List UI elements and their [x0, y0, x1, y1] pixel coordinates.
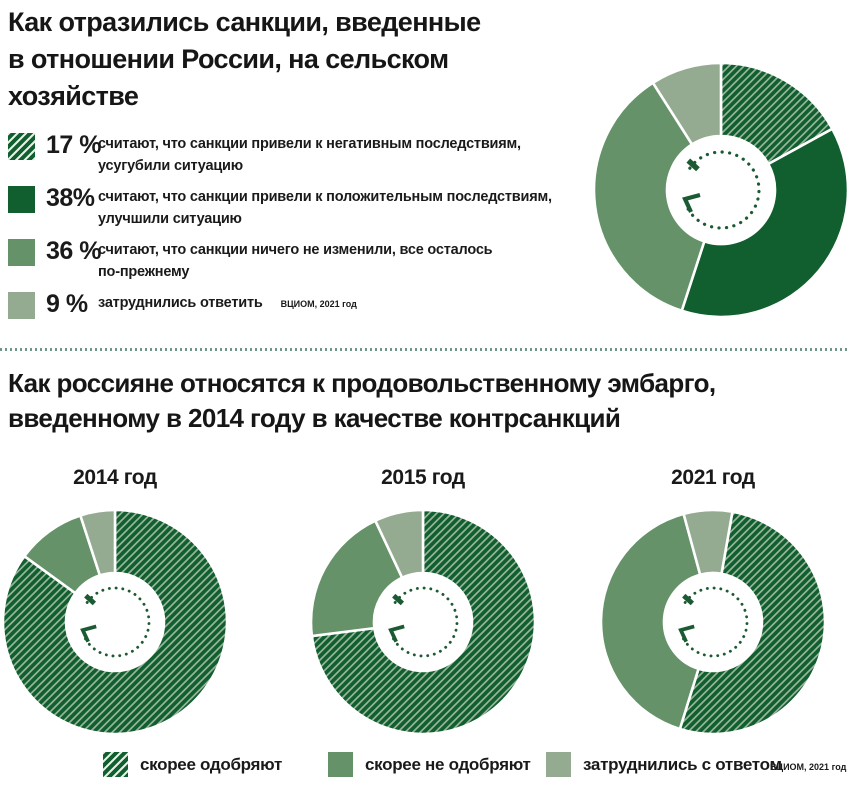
legend-item-no-change: 36 % считают, что санкции ничего не изме…: [8, 239, 593, 283]
donut-slice: [651, 61, 723, 146]
donut-slice: [680, 127, 850, 319]
legend-text-line: усугубили ситуацию: [98, 157, 243, 174]
legend-text-line: улучшили ситуацию: [98, 210, 242, 227]
dotted-divider: [0, 348, 850, 351]
donut-slice: [719, 61, 834, 166]
year-label-2021: 2021 год: [671, 466, 755, 489]
legend-swatch-dark-green: [8, 186, 35, 213]
donut-slice: [599, 512, 702, 731]
section1-legend: 17 % считают, что санкции привели к нега…: [8, 133, 593, 328]
legend-text-line: считают, что санкции привели к положител…: [98, 189, 552, 205]
rotate-arrow-icon: [80, 586, 151, 658]
title-line: в отношении России, на сельском: [8, 44, 449, 74]
legend-label: затруднились с ответом: [583, 754, 782, 774]
legend-swatch-light-green: [8, 292, 35, 319]
legend-item-negative: 17 % считают, что санкции привели к нега…: [8, 133, 593, 177]
donut-chart-2015: [309, 508, 537, 736]
source-label: ВЦИОМ, 2021 год: [770, 762, 847, 772]
rotate-arrow-icon: [388, 586, 459, 658]
donut-slice: [374, 508, 425, 579]
legend-swatch-medium-green: [8, 239, 35, 266]
legend-text-line: считают, что санкции ничего не изменили,…: [98, 242, 493, 258]
donut-slice: [592, 81, 706, 313]
legend-percent: 38%: [46, 184, 95, 212]
donut-slice: [309, 519, 404, 638]
legend-label: скорее не одобряют: [365, 754, 531, 774]
title-line: введенному в 2014 году в качестве контрс…: [8, 403, 621, 433]
donut-slice: [310, 508, 537, 736]
title-line: Как россияне относятся к продовольственн…: [8, 368, 716, 398]
donut-slice: [79, 508, 117, 577]
donut-slice: [682, 508, 734, 577]
donut-slice: [1, 508, 229, 736]
donut-chart-sanctions-effect: [592, 61, 850, 319]
legend-item-approve: скорее одобряют: [103, 752, 282, 777]
title-line: Как отразились санкции, введенные: [8, 7, 481, 37]
donut-chart-2021: [599, 508, 827, 736]
legend-item-undecided: затруднились с ответом: [546, 752, 782, 777]
legend-text: затруднились ответить: [98, 295, 263, 311]
legend-percent: 9 %: [46, 290, 88, 318]
legend-percent: 36 %: [46, 237, 101, 265]
legend-swatch-hatch: [103, 752, 128, 777]
section2-title: Как россияне относятся к продовольственн…: [8, 366, 848, 436]
legend-item-undecided: 9 % затруднились ответить ВЦИОМ, 2021 год: [8, 292, 593, 319]
legend-label: скорее одобряют: [140, 754, 282, 774]
year-label-2014: 2014 год: [73, 466, 157, 489]
legend-text-line: считают, что санкции привели к негативны…: [98, 136, 521, 152]
donut-chart-2014: [1, 508, 229, 736]
legend-swatch-medium-green: [328, 752, 353, 777]
legend-item-disapprove: скорее не одобряют: [328, 752, 531, 777]
legend-swatch-hatch: [8, 133, 35, 160]
title-line: хозяйстве: [8, 81, 139, 111]
legend-item-positive: 38% считают, что санкции привели к полож…: [8, 186, 593, 230]
legend-percent: 17 %: [46, 131, 101, 159]
legend-text-line: по-прежнему: [98, 263, 190, 280]
year-label-2015: 2015 год: [381, 466, 465, 489]
legend-text-line: затруднились ответить ВЦИОМ, 2021 год: [98, 293, 593, 316]
source-label: ВЦИОМ, 2021 год: [280, 299, 357, 309]
legend-swatch-light-green: [546, 752, 571, 777]
rotate-arrow-icon: [682, 150, 761, 230]
section1-title: Как отразились санкции, введенные в отно…: [8, 4, 608, 115]
rotate-arrow-icon: [678, 586, 749, 658]
donut-slice: [678, 510, 827, 736]
